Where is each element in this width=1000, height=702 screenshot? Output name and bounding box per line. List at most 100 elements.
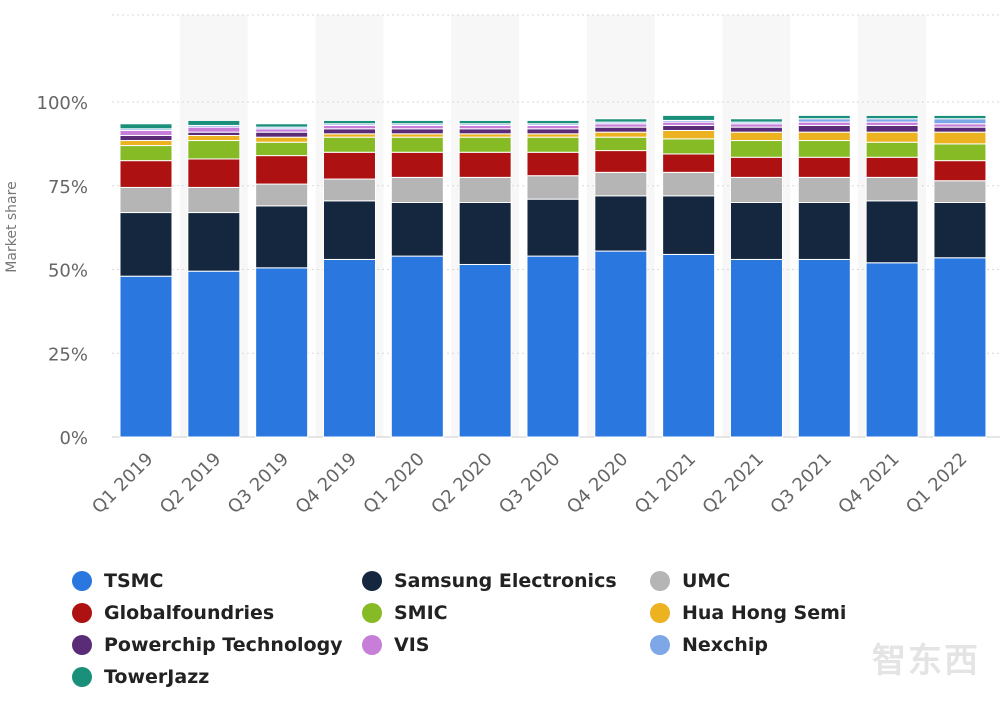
bar-segment[interactable]	[797, 131, 851, 142]
bar-segment[interactable]	[933, 180, 987, 204]
legend-item[interactable]: Powerchip Technology	[72, 634, 343, 656]
bar-segment[interactable]	[255, 128, 309, 133]
bar-segment[interactable]	[729, 140, 783, 158]
bar-segment[interactable]	[526, 151, 580, 177]
bar-segment[interactable]	[797, 140, 851, 158]
bar-segment[interactable]	[797, 124, 851, 133]
bar-segment[interactable]	[322, 200, 376, 260]
bar-segment[interactable]	[458, 119, 512, 125]
bar-segment[interactable]	[458, 263, 512, 438]
bar-segment[interactable]	[526, 128, 580, 135]
bar-segment[interactable]	[594, 250, 648, 438]
bar-segment[interactable]	[322, 133, 376, 138]
bar-segment[interactable]	[322, 178, 376, 202]
bar-segment[interactable]	[458, 202, 512, 265]
bar-segment[interactable]	[865, 118, 919, 123]
bar-segment[interactable]	[662, 129, 716, 140]
bar-segment[interactable]	[390, 255, 444, 438]
bar-segment[interactable]	[933, 143, 987, 162]
bar-segment[interactable]	[933, 257, 987, 438]
bar-segment[interactable]	[255, 183, 309, 207]
bar-segment[interactable]	[119, 212, 173, 277]
bar-segment[interactable]	[526, 255, 580, 438]
bar-segment[interactable]	[662, 124, 716, 131]
legend-item[interactable]: TowerJazz	[72, 666, 209, 688]
bar-segment[interactable]	[458, 136, 512, 153]
legend-item[interactable]: TSMC	[72, 570, 164, 592]
bar-segment[interactable]	[797, 121, 851, 126]
bar-segment[interactable]	[594, 136, 648, 152]
bar-segment[interactable]	[119, 186, 173, 214]
bar-segment[interactable]	[865, 262, 919, 438]
bar-segment[interactable]	[933, 131, 987, 145]
bar-segment[interactable]	[255, 141, 309, 157]
bar-segment[interactable]	[119, 275, 173, 438]
bar-segment[interactable]	[729, 126, 783, 133]
bar-segment[interactable]	[865, 131, 919, 143]
bar-segment[interactable]	[594, 195, 648, 252]
bar-segment[interactable]	[662, 153, 716, 173]
bar-segment[interactable]	[458, 124, 512, 130]
bar-segment[interactable]	[797, 176, 851, 203]
bar-segment[interactable]	[187, 126, 241, 133]
legend-item[interactable]: Hua Hong Semi	[650, 602, 846, 624]
bar-segment[interactable]	[390, 176, 444, 203]
bar-segment[interactable]	[797, 118, 851, 123]
legend-item[interactable]: Samsung Electronics	[362, 570, 617, 592]
bar-segment[interactable]	[594, 126, 648, 133]
bar-segment[interactable]	[187, 270, 241, 438]
bar-segment[interactable]	[865, 176, 919, 202]
bar-segment[interactable]	[865, 121, 919, 126]
bar-segment[interactable]	[187, 158, 241, 188]
bar-segment[interactable]	[526, 175, 580, 200]
bar-segment[interactable]	[933, 118, 987, 125]
bar-segment[interactable]	[729, 202, 783, 260]
bar-segment[interactable]	[255, 205, 309, 269]
bar-segment[interactable]	[458, 176, 512, 203]
bar-segment[interactable]	[797, 258, 851, 438]
bar-segment[interactable]	[933, 114, 987, 120]
bar-segment[interactable]	[933, 126, 987, 133]
bar-segment[interactable]	[526, 119, 580, 125]
bar-segment[interactable]	[526, 133, 580, 138]
bar-segment[interactable]	[865, 141, 919, 158]
bar-segment[interactable]	[526, 124, 580, 130]
bar-segment[interactable]	[933, 202, 987, 259]
legend-item[interactable]: Nexchip	[650, 634, 768, 656]
legend-item[interactable]: UMC	[650, 570, 730, 592]
bar-segment[interactable]	[119, 145, 173, 162]
bar-segment[interactable]	[729, 258, 783, 438]
bar-segment[interactable]	[729, 176, 783, 203]
bar-segment[interactable]	[458, 128, 512, 135]
bar-segment[interactable]	[662, 138, 716, 155]
bar-segment[interactable]	[119, 129, 173, 137]
bar-segment[interactable]	[729, 123, 783, 128]
bar-segment[interactable]	[865, 114, 919, 120]
bar-segment[interactable]	[662, 195, 716, 255]
bar-segment[interactable]	[322, 119, 376, 125]
bar-segment[interactable]	[594, 131, 648, 138]
legend-item[interactable]: VIS	[362, 634, 429, 656]
bar-segment[interactable]	[662, 253, 716, 438]
bar-segment[interactable]	[187, 119, 241, 126]
bar-segment[interactable]	[729, 156, 783, 178]
bar-segment[interactable]	[390, 128, 444, 135]
bar-segment[interactable]	[255, 131, 309, 138]
bar-segment[interactable]	[390, 119, 444, 125]
bar-segment[interactable]	[594, 150, 648, 173]
bar-segment[interactable]	[322, 258, 376, 438]
bar-segment[interactable]	[390, 133, 444, 138]
bar-segment[interactable]	[662, 171, 716, 197]
bar-segment[interactable]	[119, 123, 173, 130]
bar-segment[interactable]	[322, 128, 376, 135]
bar-segment[interactable]	[119, 135, 173, 142]
bar-segment[interactable]	[933, 123, 987, 128]
bar-segment[interactable]	[933, 160, 987, 182]
bar-segment[interactable]	[594, 118, 648, 123]
bar-segment[interactable]	[255, 155, 309, 185]
bar-segment[interactable]	[797, 202, 851, 260]
bar-segment[interactable]	[322, 124, 376, 130]
bar-segment[interactable]	[187, 140, 241, 160]
bar-segment[interactable]	[526, 136, 580, 153]
bar-segment[interactable]	[255, 267, 309, 438]
